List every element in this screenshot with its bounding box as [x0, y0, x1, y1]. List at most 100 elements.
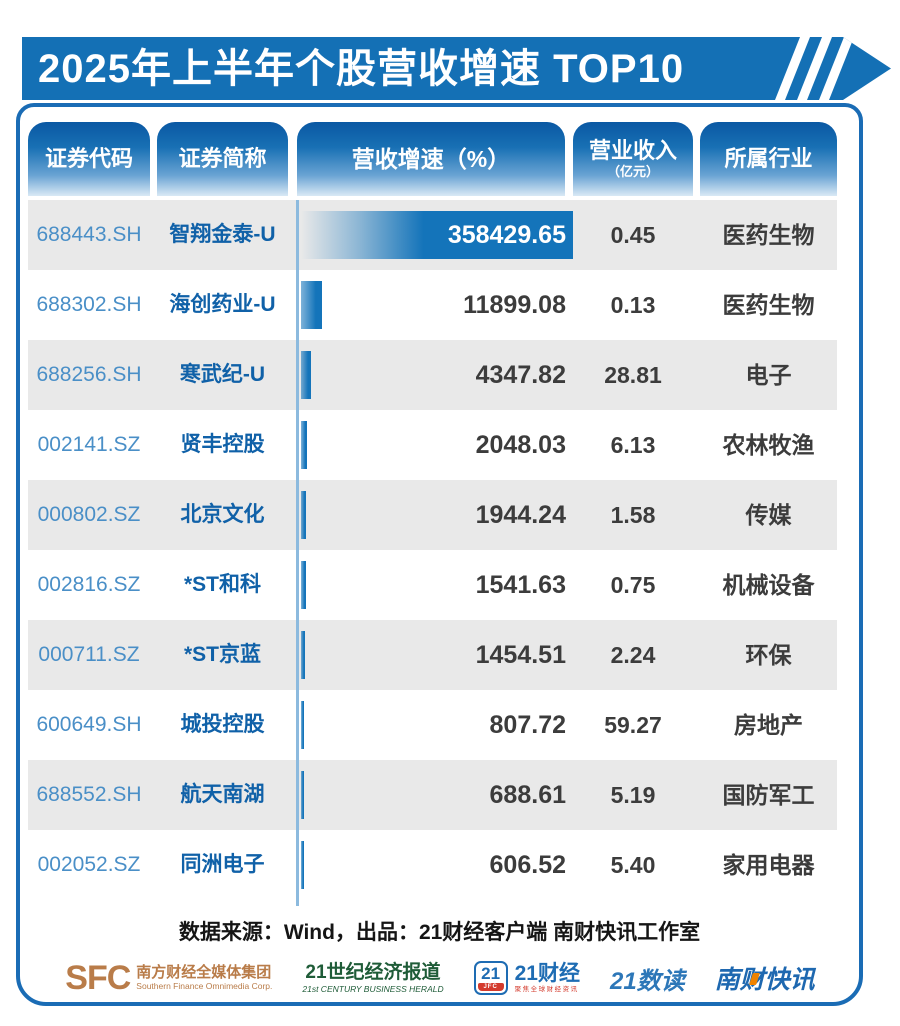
stock-name: 寒武纪-U — [179, 363, 266, 386]
growth-value: 1944.24 — [475, 501, 566, 529]
growth-bar — [301, 701, 304, 749]
table-row: 688256.SH 寒武纪-U 4347.82 28.81 电子 — [28, 340, 837, 410]
column-header-label: 证券简称 — [178, 146, 267, 171]
industry-label: 机械设备 — [722, 572, 815, 598]
revenue-value: 0.13 — [610, 292, 656, 318]
column-header-growth: 营收增速（%） — [297, 122, 565, 196]
21caijing-logo: 21 JFC 21财经 聚焦全球财经资讯 — [473, 961, 580, 995]
revenue-value: 5.19 — [610, 782, 656, 808]
table-row: 000711.SZ *ST京蓝 1454.51 2.24 环保 — [28, 620, 837, 690]
stock-code: 000711.SZ — [38, 643, 140, 666]
stock-code: 688552.SH — [36, 783, 142, 806]
table-row: 002141.SZ 贤丰控股 2048.03 6.13 农林牧渔 — [28, 410, 837, 480]
sfc-logo-name: 南方财经全媒体集团 — [136, 964, 272, 981]
bar-axis-line — [296, 200, 299, 906]
industry-label: 国防军工 — [722, 782, 815, 808]
column-header-label: 营收增速（%） — [351, 146, 511, 172]
revenue-value: 5.40 — [610, 852, 656, 878]
stock-code: 688443.SH — [36, 223, 142, 246]
revenue-value: 2.24 — [610, 642, 656, 668]
stock-name: 航天南湖 — [180, 783, 265, 806]
revenue-value: 0.75 — [610, 572, 656, 598]
growth-bar — [301, 281, 323, 329]
stock-code: 688256.SH — [36, 363, 142, 386]
column-header-revenue: 营业收入 （亿元） — [573, 122, 693, 196]
table-row: 688552.SH 航天南湖 688.61 5.19 国防军工 — [28, 760, 837, 830]
stock-name: 智翔金泰-U — [169, 223, 276, 246]
stock-code: 002052.SZ — [37, 853, 141, 876]
growth-bar — [301, 631, 306, 679]
table-row: 002816.SZ *ST和科 1541.63 0.75 机械设备 — [28, 550, 837, 620]
nancai-kuaixun-logo: 南财快讯 — [715, 960, 815, 996]
industry-label: 家用电器 — [722, 852, 815, 878]
column-header-industry: 所属行业 — [700, 122, 837, 196]
stock-name: 贤丰控股 — [180, 433, 265, 456]
industry-label: 环保 — [745, 642, 792, 668]
stock-name: 北京文化 — [180, 503, 265, 526]
column-header-label: 所属行业 — [724, 146, 813, 171]
growth-bar — [301, 561, 306, 609]
herald-logo-name: 21世纪经济报道 — [305, 961, 441, 983]
growth-value: 358429.65 — [447, 221, 566, 249]
industry-label: 农林牧渔 — [722, 432, 815, 458]
growth-value: 807.72 — [489, 711, 566, 739]
21caijing-icon-number: 21 — [481, 964, 501, 983]
industry-label: 医药生物 — [722, 222, 815, 248]
21caijing-logo-slogan: 聚焦全球财经资讯 — [514, 985, 579, 993]
21shudu-logo: 21数读 — [609, 967, 685, 995]
growth-value: 1541.63 — [475, 571, 566, 599]
column-header-label: 营业收入 — [588, 138, 677, 163]
growth-bar — [301, 841, 304, 889]
table-row: 688443.SH 智翔金泰-U 358429.65 0.45 医药生物 — [28, 200, 837, 270]
data-source: 数据来源：Wind，出品：21财经客户端 南财快讯工作室 — [178, 921, 701, 944]
sfc-logo: SFC 南方财经全媒体集团 Southern Finance Omnimedia… — [65, 959, 272, 998]
sfc-logo-abbr: SFC — [65, 958, 131, 997]
stock-code: 688302.SH — [36, 293, 142, 316]
herald-logo-subtitle: 21st CENTURY BUSINESS HERALD — [302, 983, 444, 994]
growth-bar — [301, 771, 304, 819]
growth-value: 606.52 — [489, 851, 566, 879]
21caijing-icon-band: JFC — [477, 983, 504, 991]
nancai-kuaixun-logo-text: 南财快讯 — [714, 966, 815, 994]
revenue-value: 1.58 — [610, 502, 656, 528]
stock-code: 600649.SH — [36, 713, 142, 736]
industry-label: 电子 — [745, 362, 792, 388]
growth-bar — [301, 351, 311, 399]
revenue-value: 0.45 — [610, 222, 656, 248]
column-header-unit: （亿元） — [606, 164, 659, 179]
table-row: 600649.SH 城投控股 807.72 59.27 房地产 — [28, 690, 837, 760]
growth-bar — [301, 211, 573, 259]
page-title: 2025年上半年个股营收增速 TOP10 — [38, 47, 685, 91]
revenue-value: 6.13 — [610, 432, 656, 458]
industry-label: 传媒 — [745, 502, 792, 528]
sfc-logo-subtitle: Southern Finance Omnimedia Corp. — [136, 981, 273, 991]
table-row: 000802.SZ 北京文化 1944.24 1.58 传媒 — [28, 480, 837, 550]
stock-name: 城投控股 — [180, 713, 265, 736]
growth-value: 4347.82 — [475, 361, 566, 389]
stock-code: 000802.SZ — [37, 503, 141, 526]
column-header-name: 证券简称 — [157, 122, 288, 196]
footer-logos: SFC 南方财经全媒体集团 Southern Finance Omnimedia… — [30, 955, 850, 1001]
banner-stripes-icon — [775, 37, 854, 100]
stock-name: *ST和科 — [183, 573, 261, 596]
title-banner: 2025年上半年个股营收增速 TOP10 — [22, 37, 891, 100]
century-herald-logo: 21世纪经济报道 21st CENTURY BUSINESS HERALD — [302, 962, 443, 995]
column-header-code: 证券代码 — [28, 122, 150, 196]
stock-code: 002141.SZ — [37, 433, 141, 456]
growth-value: 11899.08 — [463, 291, 566, 319]
stock-name: 同洲电子 — [180, 853, 265, 876]
growth-value: 2048.03 — [475, 431, 566, 459]
stock-name: 海创药业-U — [169, 293, 276, 316]
growth-value: 1454.51 — [475, 641, 566, 669]
banner-arrow-shape — [22, 37, 891, 100]
growth-bar — [301, 491, 307, 539]
industry-label: 房地产 — [734, 712, 803, 738]
21caijing-logo-name: 21财经 — [514, 961, 580, 985]
table-row: 002052.SZ 同洲电子 606.52 5.40 家用电器 — [28, 830, 837, 900]
revenue-value: 28.81 — [604, 362, 662, 388]
21caijing-app-icon: 21 JFC — [473, 961, 508, 995]
table-body: 688443.SH 智翔金泰-U 358429.65 0.45 医药生物 688… — [28, 200, 837, 900]
industry-label: 医药生物 — [722, 292, 815, 318]
growth-bar — [301, 421, 307, 469]
